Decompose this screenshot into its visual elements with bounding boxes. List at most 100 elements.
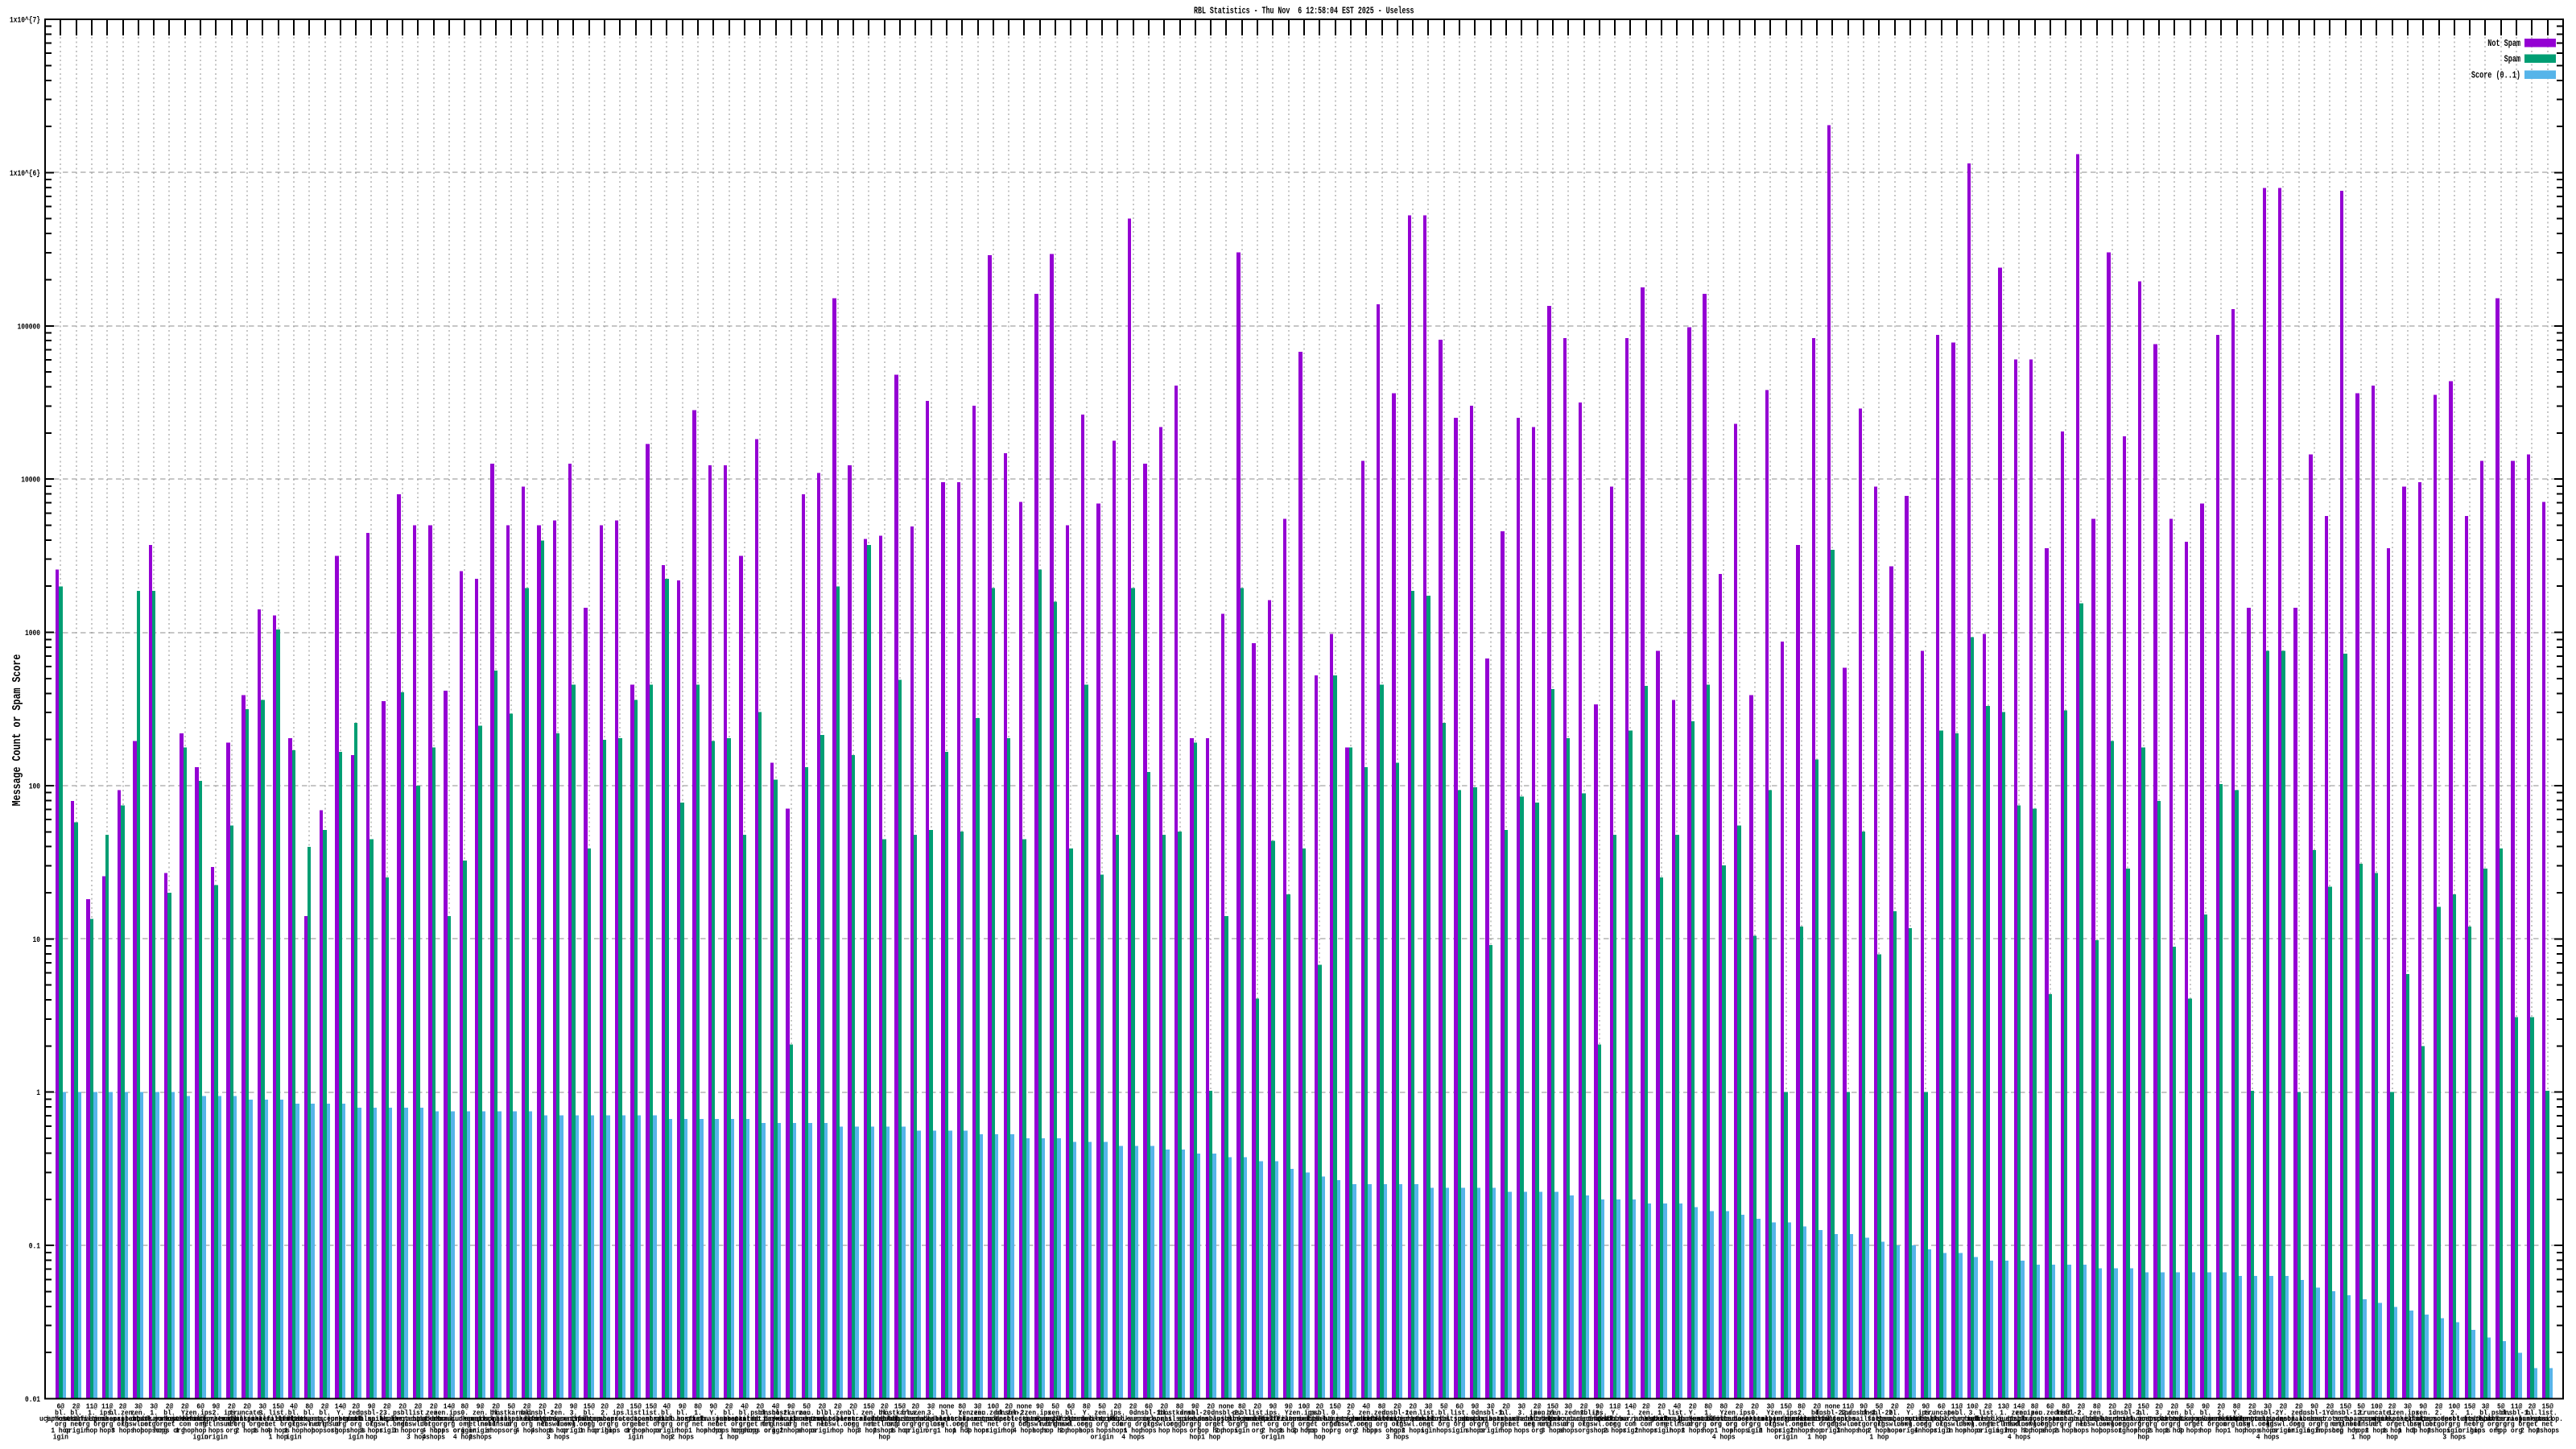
svg-text:shops: shops	[1465, 1426, 1484, 1435]
svg-text:origin: origin	[562, 1426, 585, 1435]
svg-text:org org: org org	[2317, 1420, 2344, 1429]
svg-text:Y.: Y.	[710, 1409, 718, 1418]
svg-text:mailspike.: mailspike.	[1906, 1414, 1945, 1423]
svg-text:zen.: zen.	[2291, 1409, 2306, 1418]
svg-text:3@: 3@	[1767, 1402, 1775, 1411]
svg-text:1 hop: 1 hop	[626, 1426, 646, 1435]
svg-text:1 hop: 1 hop	[2351, 1433, 2371, 1442]
svg-text:0.: 0.	[1129, 1409, 1137, 1418]
svg-text:bb.barracudacentral.: bb.barracudacentral.	[893, 1414, 970, 1423]
svg-text:lnswl.org: lnswl.org	[1939, 1420, 1974, 1429]
svg-text:2@: 2@	[352, 1402, 360, 1411]
svg-text:hop: hop	[303, 1426, 315, 1435]
svg-text:spamhaus.: spamhaus.	[1877, 1414, 1912, 1423]
svg-text:origin: origin	[2287, 1426, 2310, 1435]
svg-text:3 hops: 3 hops	[2178, 1426, 2202, 1435]
svg-text:origin: origin	[1821, 1426, 1844, 1435]
svg-text:truncate.: truncate.	[2359, 1409, 2394, 1418]
svg-text:org: org	[1609, 1420, 1620, 1429]
svg-text:hop: hop	[133, 1426, 144, 1435]
svg-text:zen.: zen.	[130, 1409, 146, 1418]
svg-text:10@: 10@	[2449, 1402, 2461, 1411]
svg-text:ips.: ips.	[1110, 1409, 1125, 1418]
svg-text:2@: 2@	[539, 1402, 547, 1411]
svg-text:origin: origin	[2458, 1426, 2482, 1435]
svg-text:org: org	[1283, 1420, 1294, 1429]
svg-text:uceprotect.: uceprotect.	[2138, 1414, 2181, 1423]
svg-text:bb.barracudacentral.: bb.barracudacentral.	[1312, 1414, 1389, 1423]
svg-text:hostkarma.junkemail: hostkarma.junkemail	[412, 1414, 485, 1423]
svg-text:netlnsud: netlnsud	[2346, 1420, 2376, 1429]
svg-text:sorbs.: sorbs.	[1153, 1414, 1176, 1423]
svg-text:org: org	[1469, 1420, 1480, 1429]
svg-text:2@: 2@	[2326, 1402, 2334, 1411]
svg-text:junkemailfilter.: junkemailfilter.	[232, 1414, 294, 1423]
svg-text:RBL Statistics - Thu Nov 6 12: RBL Statistics - Thu Nov 6 12:58:04 EST …	[1194, 6, 1414, 17]
svg-text:15@: 15@	[272, 1402, 284, 1411]
svg-text:10@: 10@	[1967, 1402, 1979, 1411]
svg-text:org: org	[2138, 1420, 2149, 1429]
svg-text:3 hops: 3 hops	[1386, 1433, 1410, 1442]
svg-text:net: net	[2075, 1420, 2087, 1429]
svg-text:hops: hops	[1032, 1426, 1047, 1435]
svg-text:net: net	[1252, 1420, 1263, 1429]
svg-text:14@: 14@	[444, 1402, 456, 1411]
svg-text:2@: 2@	[398, 1402, 407, 1411]
svg-text:org org: org org	[607, 1420, 634, 1429]
svg-text:bl.zen.: bl.zen.	[995, 1409, 1022, 1418]
svg-text:dnsbl.sorbs.: dnsbl.sorbs.	[923, 1414, 970, 1423]
svg-text:3@: 3@	[259, 1402, 267, 1411]
svg-text:abuseat.: abuseat.	[294, 1414, 324, 1423]
svg-text:org: org	[1236, 1420, 1248, 1429]
svg-text:1.: 1.	[150, 1409, 158, 1418]
svg-text:list.: list.	[408, 1409, 427, 1418]
svg-text:14@: 14@	[2013, 1402, 2025, 1411]
svg-text:2@: 2@	[523, 1402, 531, 1411]
svg-text:dnsbl.justspam.: dnsbl.justspam.	[1198, 1414, 1256, 1423]
svg-text:4 hops: 4 hops	[515, 1426, 539, 1435]
svg-text:bl.: bl.	[2138, 1409, 2149, 1418]
svg-text:spamhaus.: spamhaus.	[1194, 1414, 1228, 1423]
svg-text:bl.: bl.	[490, 1409, 502, 1418]
svg-text:bl.: bl.	[1439, 1409, 1450, 1418]
svg-text:2.: 2.	[2357, 1409, 2365, 1418]
svg-text:uceprotect.: uceprotect.	[320, 1414, 362, 1423]
svg-text:ips.: ips.	[1530, 1409, 1545, 1418]
svg-text:bb.barracudacentral.: bb.barracudacentral.	[1530, 1414, 1607, 1423]
svg-text:15@: 15@	[630, 1402, 642, 1411]
svg-text:org: org	[1143, 1420, 1154, 1429]
svg-text:net org: net org	[1213, 1420, 1241, 1429]
svg-text:origin: origin	[1976, 1426, 2000, 1435]
svg-text:zen.zen.zednsbl-2.: zen.zen.zednsbl-2.	[2016, 1409, 2085, 1418]
svg-text:Y.: Y.	[336, 1409, 345, 1418]
svg-text:uceprotect.: uceprotect.	[2417, 1414, 2460, 1423]
svg-text:spamcop.: spamcop.	[2346, 1414, 2376, 1423]
svg-text:zen.: zen.	[2089, 1409, 2104, 1418]
svg-text:shops: shops	[1730, 1426, 1749, 1435]
svg-text:junkemailfilter.: junkemailfilter.	[45, 1414, 107, 1423]
svg-text:org org: org org	[1477, 1420, 1505, 1429]
svg-text:junkemailfilter.: junkemailfilter.	[1025, 1414, 1087, 1423]
svg-text:org: org	[1439, 1420, 1450, 1429]
svg-text:hops: hops	[1670, 1426, 1685, 1435]
svg-text:dnswl.: dnswl.	[1588, 1414, 1612, 1423]
svg-text:net org: net org	[420, 1420, 448, 1429]
svg-text:2@: 2@	[725, 1402, 733, 1411]
svg-text:origin: origin	[904, 1426, 927, 1435]
svg-text:3@: 3@	[2404, 1402, 2412, 1411]
svg-text:org: org	[677, 1420, 688, 1429]
svg-text:2 hops: 2 hops	[2520, 1426, 2544, 1435]
svg-text:0.: 0.	[1331, 1409, 1340, 1418]
svg-text:uceprotect.: uceprotect.	[988, 1414, 1030, 1423]
svg-text:15@: 15@	[1547, 1402, 1559, 1411]
svg-text:2@: 2@	[1160, 1402, 1168, 1411]
svg-text:igin: igin	[2446, 1426, 2462, 1435]
svg-text:6@: 6@	[57, 1402, 65, 1411]
svg-text:9@: 9@	[2419, 1402, 2427, 1411]
svg-text:3.: 3.	[927, 1409, 935, 1418]
svg-text:zen.: zen.	[473, 1409, 488, 1418]
svg-text:lnswl.org: lnswl.org	[1582, 1420, 1616, 1429]
svg-text:hostkarma.junkemail: hostkarma.junkemail	[133, 1414, 206, 1423]
svg-text:spamcop.: spamcop.	[2533, 1414, 2563, 1423]
svg-text:lnswl.org: lnswl.org	[2266, 1420, 2301, 1429]
